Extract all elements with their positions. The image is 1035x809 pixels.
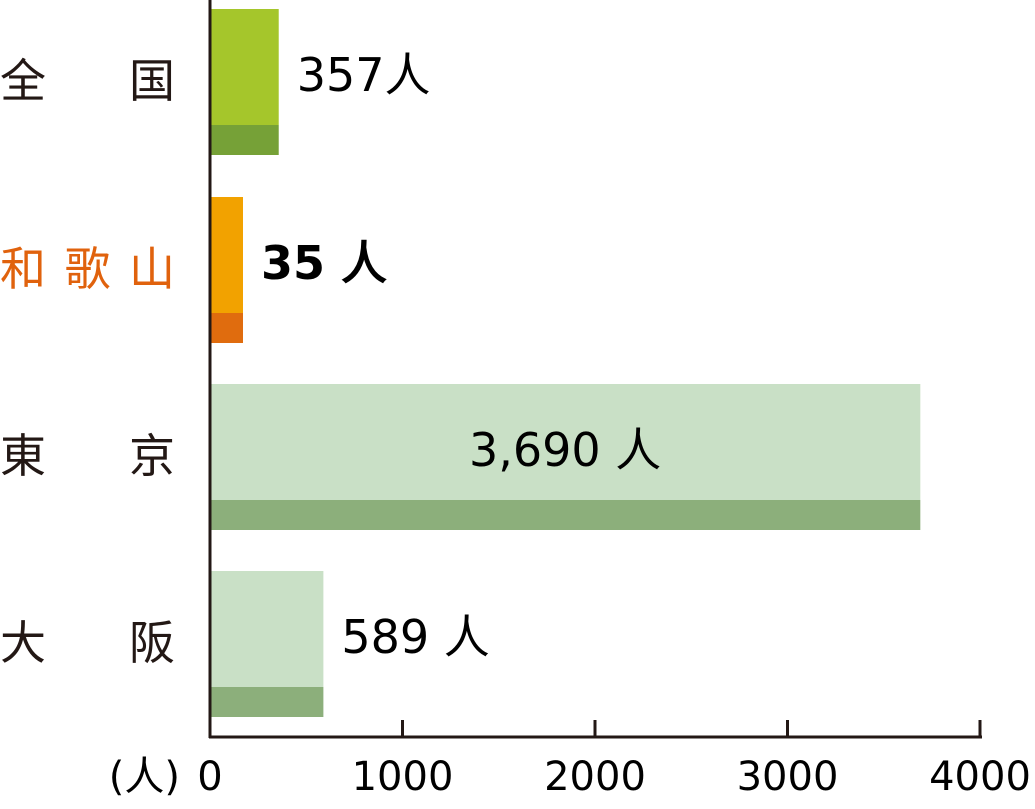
bar-1 (210, 197, 243, 313)
bar-0 (210, 9, 279, 125)
x-tick-label: 2000 (544, 754, 646, 800)
bar-base-1 (210, 313, 243, 343)
bar-base-3 (210, 687, 324, 717)
value-label: 357人 (297, 48, 431, 102)
bar-3 (210, 571, 324, 687)
x-tick-label: 4000 (929, 754, 1031, 800)
x-tick-label: 3000 (737, 754, 839, 800)
value-label: 589 人 (341, 610, 489, 664)
category-label: 大 阪 (0, 616, 175, 670)
category-label: 和歌山 (0, 242, 175, 296)
x-tick-label: 1000 (352, 754, 454, 800)
x-tick-label: 0 (197, 754, 222, 800)
value-label: 3,690 人 (469, 423, 661, 477)
category-label: 東 京 (0, 429, 175, 483)
value-label: 35 人 (261, 236, 387, 290)
bar-2 (210, 384, 921, 500)
unit-label: (人) (109, 754, 180, 800)
bar-base-2 (210, 500, 921, 530)
bar-base-0 (210, 125, 279, 155)
category-label: 全 国 (0, 54, 175, 108)
